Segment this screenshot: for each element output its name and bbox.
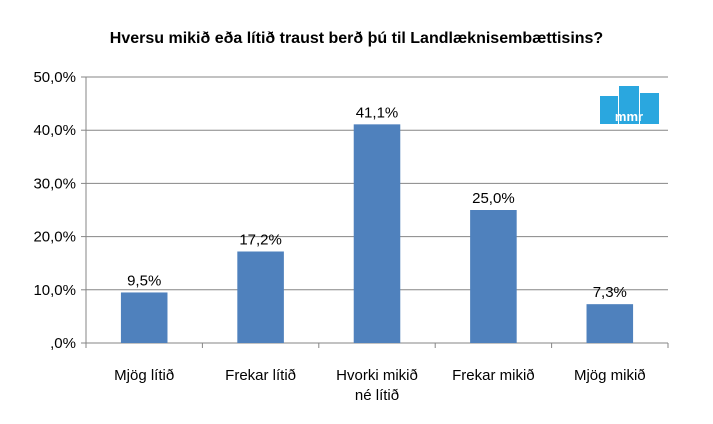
y-tick-label: 40,0% <box>33 122 76 139</box>
logo-text: mmr <box>615 109 643 124</box>
y-tick-label: 10,0% <box>33 282 76 299</box>
data-label: 17,2% <box>239 231 282 248</box>
data-label: 7,3% <box>593 284 627 301</box>
y-tick-label: 30,0% <box>33 175 76 192</box>
bar <box>353 124 401 344</box>
category-label: Hvorki mikið <box>336 367 418 384</box>
bar <box>470 210 517 343</box>
y-tick-label: 20,0% <box>33 229 76 246</box>
category-label: Frekar mikið <box>452 367 535 384</box>
mmr-logo: mmr <box>600 86 659 124</box>
data-label: 9,5% <box>127 272 161 289</box>
bar <box>586 304 634 343</box>
data-label: 41,1% <box>356 104 399 121</box>
data-label: 25,0% <box>472 190 515 207</box>
category-label: Mjög lítið <box>114 367 174 384</box>
chart-title: Hversu mikið eða lítið traust berð þú ti… <box>109 30 604 47</box>
bar <box>120 292 168 343</box>
y-tick-label: ,0% <box>50 335 76 352</box>
category-label: né lítið <box>355 387 399 404</box>
bar <box>237 251 284 343</box>
labels: ,0% 10,0% 20,0% 30,0% 40,0% 50,0% 9,5% Mjög lít… <box>33 69 645 404</box>
y-tick-label: 50,0% <box>33 69 76 86</box>
category-label: Frekar lítið <box>225 367 296 384</box>
category-label: Mjög mikið <box>574 367 646 384</box>
bars <box>120 124 634 344</box>
